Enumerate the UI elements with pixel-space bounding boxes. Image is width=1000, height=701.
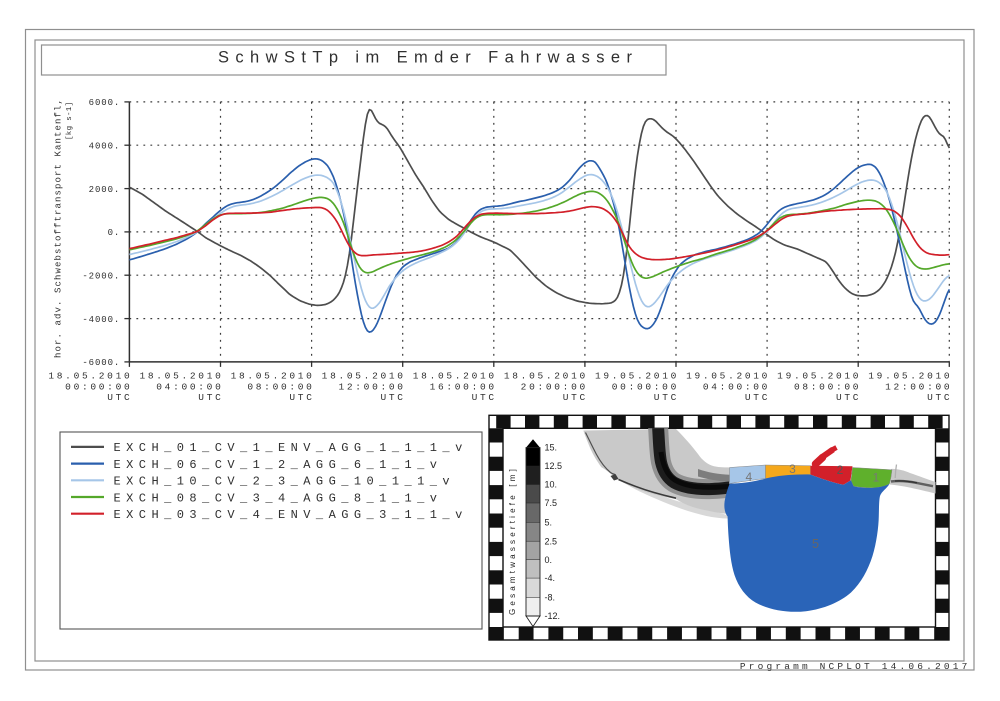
svg-text:5.: 5. (545, 517, 553, 527)
svg-text:SchwStTp im Emder Fahrwasser: SchwStTp im Emder Fahrwasser (218, 49, 638, 67)
svg-text:UTC: UTC (107, 392, 132, 403)
svg-text:19.05.2010: 19.05.2010 (777, 371, 861, 382)
svg-text:10.: 10. (545, 480, 558, 490)
svg-text:5: 5 (812, 536, 819, 551)
svg-text:Gesamtwassertiefe [m]: Gesamtwassertiefe [m] (508, 466, 517, 615)
svg-text:15.: 15. (545, 443, 558, 453)
svg-text:0.: 0. (108, 228, 121, 238)
svg-text:EXCH_03_CV_4_ENV_AGG_3_1_1_v: EXCH_03_CV_4_ENV_AGG_3_1_1_v (114, 508, 468, 522)
svg-text:4: 4 (745, 470, 752, 484)
svg-text:UTC: UTC (198, 392, 223, 403)
svg-text:-8.: -8. (545, 593, 556, 603)
svg-text:20:00:00: 20:00:00 (521, 381, 588, 392)
svg-text:-4.: -4. (545, 573, 556, 583)
svg-text:UTC: UTC (745, 392, 770, 403)
svg-text:hor. adv. Schwebstofftransport: hor. adv. Schwebstofftransport Kantenfl, (54, 98, 64, 358)
svg-text:1: 1 (873, 471, 880, 485)
svg-text:EXCH_01_CV_1_ENV_AGG_1_1_1_v: EXCH_01_CV_1_ENV_AGG_1_1_1_v (114, 441, 468, 455)
svg-text:19.05.2010: 19.05.2010 (686, 371, 770, 382)
svg-text:Programm NCPLOT 14.06.2017: Programm NCPLOT 14.06.2017 (740, 661, 971, 672)
svg-text:08:00:00: 08:00:00 (794, 381, 861, 392)
svg-text:12:00:00: 12:00:00 (338, 381, 405, 392)
svg-text:UTC: UTC (563, 392, 588, 403)
svg-text:18.05.2010: 18.05.2010 (413, 371, 497, 382)
svg-text:18.05.2010: 18.05.2010 (231, 371, 315, 382)
svg-text:00:00:00: 00:00:00 (65, 381, 132, 392)
svg-text:-2000.: -2000. (82, 271, 120, 281)
svg-text:UTC: UTC (927, 392, 952, 403)
svg-text:12.5: 12.5 (545, 461, 563, 471)
svg-text:19.05.2010: 19.05.2010 (595, 371, 679, 382)
svg-text:2000.: 2000. (89, 185, 121, 195)
svg-text:0.: 0. (545, 555, 553, 565)
svg-text:UTC: UTC (654, 392, 679, 403)
svg-text:04:00:00: 04:00:00 (703, 381, 770, 392)
svg-text:2: 2 (837, 463, 844, 477)
svg-text:EXCH_06_CV_1_2_AGG_6_1_1_v: EXCH_06_CV_1_2_AGG_6_1_1_v (114, 458, 443, 472)
svg-text:18.05.2010: 18.05.2010 (504, 371, 588, 382)
svg-text:-6000.: -6000. (82, 358, 120, 368)
svg-text:16:00:00: 16:00:00 (430, 381, 497, 392)
svg-text:EXCH_08_CV_3_4_AGG_8_1_1_v: EXCH_08_CV_3_4_AGG_8_1_1_v (114, 491, 443, 505)
svg-text:UTC: UTC (836, 392, 861, 403)
svg-text:4000.: 4000. (89, 141, 121, 151)
svg-text:7.5: 7.5 (545, 498, 558, 508)
svg-text:EXCH_10_CV_2_3_AGG_10_1_1_v: EXCH_10_CV_2_3_AGG_10_1_1_v (114, 475, 456, 489)
svg-text:19.05.2010: 19.05.2010 (868, 371, 952, 382)
svg-text:-4000.: -4000. (82, 315, 120, 325)
svg-text:UTC: UTC (289, 392, 314, 403)
svg-text:6000.: 6000. (89, 98, 121, 108)
svg-text:04:00:00: 04:00:00 (156, 381, 223, 392)
svg-text:00:00:00: 00:00:00 (612, 381, 679, 392)
svg-text:08:00:00: 08:00:00 (247, 381, 314, 392)
svg-text:UTC: UTC (472, 392, 497, 403)
svg-text:18.05.2010: 18.05.2010 (139, 371, 223, 382)
svg-text:3: 3 (789, 462, 796, 476)
svg-text:18.05.2010: 18.05.2010 (48, 371, 132, 382)
svg-text:18.05.2010: 18.05.2010 (322, 371, 406, 382)
svg-text:12:00:00: 12:00:00 (885, 381, 952, 392)
svg-text:2.5: 2.5 (545, 536, 558, 546)
svg-text:-12.: -12. (545, 611, 561, 621)
svg-text:UTC: UTC (380, 392, 405, 403)
svg-text:[kg s-1]: [kg s-1] (66, 102, 74, 140)
